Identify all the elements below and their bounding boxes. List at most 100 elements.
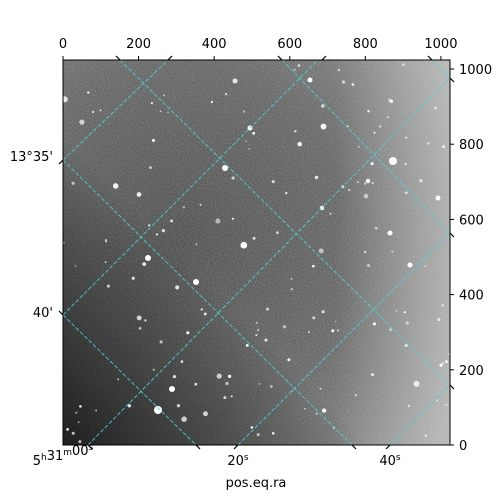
star bbox=[95, 409, 97, 412]
bright-star bbox=[389, 157, 397, 165]
star bbox=[186, 331, 190, 335]
star bbox=[337, 68, 341, 72]
star bbox=[297, 64, 301, 67]
star bbox=[294, 130, 297, 133]
star bbox=[256, 328, 260, 332]
star bbox=[104, 239, 108, 243]
star bbox=[312, 264, 315, 268]
star bbox=[282, 325, 287, 329]
star bbox=[389, 99, 394, 103]
grid-line bbox=[63, 314, 197, 445]
star bbox=[357, 181, 359, 183]
right-tick-label: 600 bbox=[459, 213, 484, 228]
star bbox=[167, 111, 169, 114]
star bbox=[66, 428, 69, 431]
wcs-tick-mark bbox=[58, 310, 64, 316]
star bbox=[77, 421, 80, 424]
star bbox=[320, 123, 327, 130]
star bbox=[436, 399, 439, 402]
star bbox=[136, 192, 142, 197]
x-axis-title: pos.eq.ra bbox=[226, 476, 287, 491]
bright-star bbox=[145, 255, 151, 261]
wcs-tick-mark bbox=[233, 444, 239, 450]
star bbox=[445, 403, 448, 406]
star bbox=[266, 307, 269, 311]
plot-frame bbox=[62, 59, 451, 446]
bright-star bbox=[387, 230, 393, 236]
star bbox=[242, 110, 246, 113]
right-tick-label: 200 bbox=[459, 364, 484, 379]
star bbox=[240, 241, 248, 249]
star bbox=[329, 212, 332, 215]
star bbox=[216, 373, 222, 379]
star bbox=[75, 411, 78, 414]
grid-line bbox=[63, 60, 169, 161]
star bbox=[404, 191, 408, 195]
star bbox=[427, 142, 430, 145]
star-field bbox=[63, 63, 450, 444]
grid-line bbox=[389, 384, 450, 445]
star bbox=[321, 310, 325, 314]
star bbox=[99, 109, 102, 112]
star bbox=[405, 321, 409, 325]
dec-tick-label: 40' bbox=[33, 306, 53, 321]
ra-tick-label: 40s bbox=[379, 453, 401, 469]
star bbox=[161, 228, 166, 233]
star bbox=[152, 368, 155, 371]
star bbox=[441, 362, 445, 365]
star bbox=[315, 412, 318, 415]
wcs-tick-mark bbox=[449, 384, 455, 390]
star bbox=[200, 308, 204, 311]
star bbox=[175, 285, 180, 290]
star bbox=[232, 78, 238, 84]
top-tick-label: 400 bbox=[202, 37, 227, 52]
bright-star bbox=[193, 279, 199, 285]
star bbox=[225, 381, 229, 386]
star bbox=[223, 396, 227, 400]
coordinate-grid bbox=[63, 60, 450, 445]
star bbox=[255, 321, 258, 324]
top-tick-label: 600 bbox=[277, 37, 302, 52]
star bbox=[79, 119, 85, 125]
star bbox=[285, 191, 288, 195]
star bbox=[227, 374, 232, 379]
star bbox=[318, 248, 324, 254]
star bbox=[405, 136, 408, 139]
ra-tick-label: 20s bbox=[227, 453, 249, 469]
grid-line bbox=[281, 60, 450, 234]
wcs-tick-mark bbox=[385, 444, 391, 450]
star bbox=[404, 162, 407, 166]
star bbox=[395, 309, 398, 312]
top-tick-label: 1000 bbox=[424, 37, 457, 52]
star bbox=[312, 316, 316, 320]
star bbox=[358, 145, 360, 148]
bright-star bbox=[365, 178, 371, 184]
bright-star bbox=[222, 165, 228, 171]
star bbox=[159, 340, 163, 344]
grid-line bbox=[237, 232, 450, 445]
star bbox=[290, 288, 293, 291]
star bbox=[307, 331, 310, 334]
bright-star bbox=[154, 406, 162, 414]
star bbox=[351, 83, 355, 86]
star bbox=[87, 91, 90, 94]
star bbox=[321, 104, 325, 108]
star bbox=[71, 431, 75, 435]
star bbox=[199, 203, 202, 206]
bright-star bbox=[307, 77, 313, 83]
star bbox=[142, 262, 147, 266]
star bbox=[445, 360, 448, 364]
right-tick-label: 1000 bbox=[459, 63, 492, 78]
wcs-tick-mark bbox=[58, 159, 64, 165]
star bbox=[276, 231, 279, 235]
star bbox=[127, 404, 132, 408]
star bbox=[74, 265, 77, 267]
star bbox=[181, 416, 187, 422]
star bbox=[370, 162, 374, 166]
top-tick-label: 0 bbox=[59, 37, 67, 52]
star bbox=[71, 181, 75, 185]
star bbox=[404, 344, 408, 347]
star bbox=[439, 363, 443, 367]
star bbox=[424, 434, 427, 437]
star bbox=[271, 432, 275, 435]
